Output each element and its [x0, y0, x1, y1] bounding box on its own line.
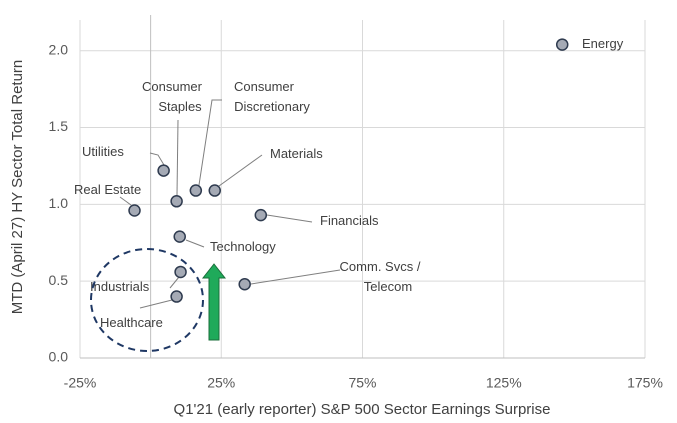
point-label-line: Consumer — [234, 79, 295, 94]
y-tick-label: 0.0 — [49, 349, 69, 365]
point-label-line: Telecom — [364, 279, 412, 294]
leader-line — [218, 154, 263, 187]
point-label-line: Financials — [320, 213, 379, 228]
point — [170, 195, 183, 208]
point-label: Industrials — [90, 279, 150, 294]
y-axis-title: MTD (April 27) HY Sector Total Return — [9, 60, 26, 315]
arrow — [201, 263, 227, 341]
point — [174, 265, 187, 279]
x-axis-title: Q1'21 (early reporter) S&P 500 Sector Ea… — [174, 401, 551, 418]
point-label-line: Comm. Svcs / — [340, 259, 421, 274]
point-label: Consumer Discretionary — [234, 79, 310, 114]
leader-line — [198, 99, 222, 186]
point-label: Healthcare — [100, 315, 163, 330]
point-label: Energy — [582, 36, 624, 51]
point-label-line: Utilities — [82, 144, 124, 159]
y-tick-label: 2.0 — [49, 41, 69, 57]
point-label: Comm. Svcs / Telecom — [340, 259, 421, 294]
x-tick-label: 125% — [486, 375, 522, 391]
point-label: Real Estate — [74, 182, 141, 197]
point — [238, 278, 251, 291]
point — [555, 38, 569, 51]
point — [208, 184, 222, 197]
point — [157, 164, 170, 177]
leader-line — [149, 152, 165, 166]
point-label: Materials — [270, 146, 323, 161]
x-tick-label: 75% — [348, 375, 376, 391]
point — [254, 208, 268, 222]
point-label-line: Technology — [210, 239, 276, 254]
point-label-line: Staples — [158, 99, 202, 114]
point — [173, 230, 186, 243]
x-tick-label: -25% — [64, 375, 97, 391]
x-tick-label: 175% — [627, 375, 663, 391]
leader-line — [250, 269, 341, 285]
highlight-ellipse — [90, 248, 204, 352]
point-label-line: Real Estate — [74, 182, 141, 197]
y-tick-label: 1.0 — [49, 195, 69, 211]
leader-line — [169, 276, 180, 289]
point — [128, 204, 141, 217]
point-label: Technology — [210, 239, 276, 254]
point-label-line: Materials — [270, 146, 323, 161]
leader-line — [176, 119, 179, 196]
point — [189, 184, 203, 197]
point-label-line: Industrials — [90, 279, 150, 294]
point-label-line: Consumer — [142, 79, 203, 94]
point-label-line: Healthcare — [100, 315, 163, 330]
y-tick-label: 1.5 — [49, 118, 69, 134]
leader-line — [139, 299, 173, 309]
point-label: Utilities — [82, 144, 124, 159]
point-label-line: Discretionary — [234, 99, 310, 114]
point-label: Consumer Staples — [142, 79, 203, 114]
point-label: Financials — [320, 213, 379, 228]
leader-line — [185, 239, 205, 248]
leader-line — [119, 196, 132, 206]
y-tick-label: 0.5 — [49, 272, 69, 288]
point — [170, 290, 183, 303]
x-tick-label: 25% — [207, 375, 235, 391]
point-label-line: Energy — [582, 36, 624, 51]
leader-line — [266, 214, 313, 223]
